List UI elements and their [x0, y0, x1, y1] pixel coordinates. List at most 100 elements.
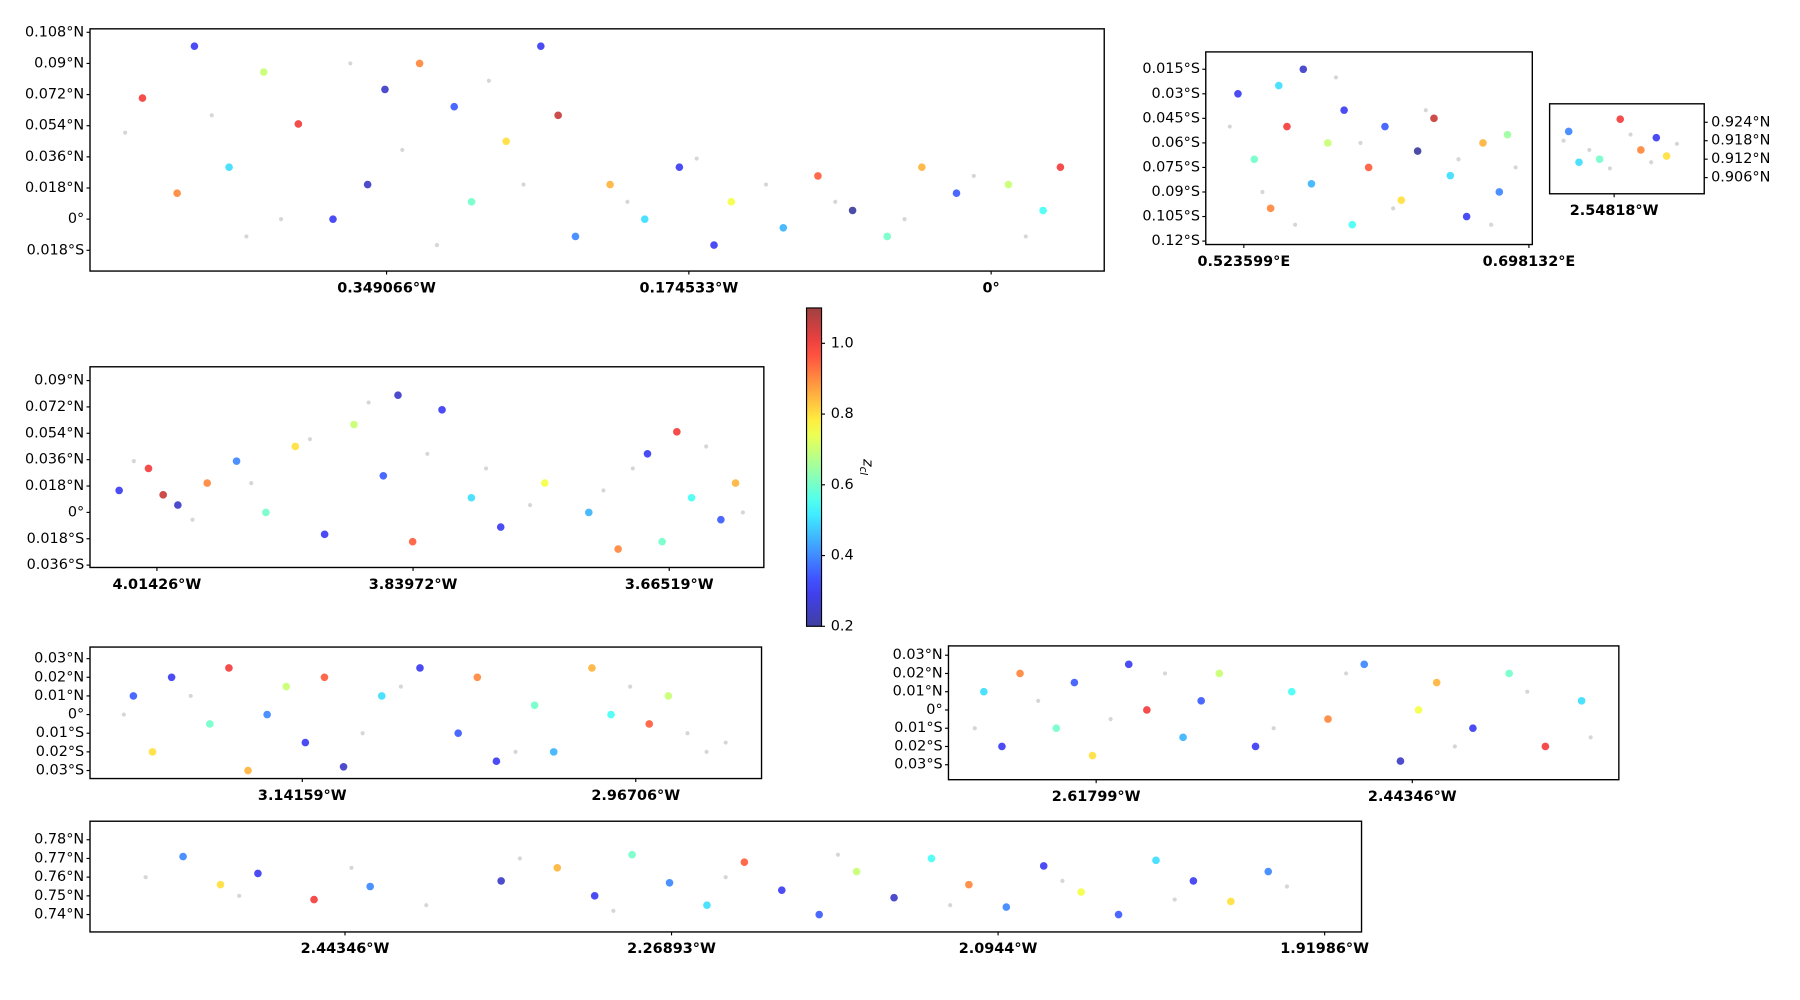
background-point	[425, 451, 430, 456]
galaxy-point	[614, 545, 622, 553]
galaxy-point	[852, 867, 861, 876]
galaxy-point	[918, 163, 926, 172]
y-tick-label: 0°	[68, 504, 84, 520]
galaxy-point	[1575, 158, 1583, 167]
galaxy-point	[394, 391, 402, 400]
galaxy-point	[590, 892, 599, 900]
y-tick-label: 0.108°N	[25, 24, 84, 40]
colorbar-label-sub: cl	[857, 467, 869, 476]
x-tick-label: 3.66519°W	[625, 577, 714, 593]
galaxy-point	[658, 537, 666, 546]
panel: 2.54818°W 0.924°N 0.918°N 0.912°N 0.906°N	[1548, 103, 1770, 219]
galaxy-point	[1056, 163, 1065, 172]
galaxy-point	[643, 449, 652, 458]
x-tick-label: 0°	[983, 280, 1000, 296]
background-point	[740, 510, 745, 515]
y-tick-label: 0.072°N	[25, 399, 84, 415]
y-tick-label: 0.12°S	[1152, 233, 1200, 249]
galaxy-point	[1324, 715, 1332, 723]
galaxy-point	[1039, 862, 1048, 870]
background-point	[723, 740, 728, 745]
y-tick-label: 0.03°N	[34, 651, 84, 667]
galaxy-point	[1266, 204, 1275, 213]
galaxy-point	[129, 692, 138, 700]
galaxy-point	[496, 523, 505, 531]
galaxy-point	[1251, 742, 1260, 751]
galaxy-point	[1430, 114, 1438, 123]
galaxy-point	[628, 850, 636, 859]
galaxy-point	[1070, 678, 1079, 687]
galaxy-point	[777, 886, 786, 895]
galaxy-point	[645, 720, 654, 728]
galaxy-point	[673, 428, 681, 436]
background-point	[1607, 166, 1612, 171]
background-point	[349, 865, 354, 870]
x-tick-label: 4.01426°W	[113, 577, 202, 593]
galaxy-point	[1039, 206, 1047, 215]
galaxy-point	[1577, 697, 1586, 705]
galaxy-point	[350, 420, 358, 429]
background-point	[971, 173, 976, 178]
background-point	[685, 731, 690, 736]
y-tick-label: 0.01°S	[894, 720, 942, 736]
galaxy-point	[530, 701, 539, 710]
galaxy-point	[1179, 733, 1187, 742]
galaxy-point	[571, 232, 580, 241]
axes-frame	[1205, 51, 1533, 246]
galaxy-point	[310, 895, 318, 904]
y-tick-label: 0.02°N	[34, 669, 84, 685]
background-point	[1561, 138, 1566, 143]
galaxy-point	[282, 682, 291, 691]
galaxy-point	[1462, 212, 1471, 221]
galaxy-point	[320, 530, 329, 539]
galaxy-point	[927, 854, 936, 863]
axes-frame	[89, 366, 765, 569]
y-tick-label: 0.906°N	[1711, 170, 1770, 186]
y-tick-label: 0.01°N	[893, 684, 943, 700]
y-tick-label: 0.072°N	[25, 87, 84, 103]
galaxy-point	[1016, 669, 1024, 678]
galaxy-point	[339, 762, 348, 771]
background-point	[763, 182, 769, 187]
galaxy-point	[1503, 130, 1512, 139]
x-tick-label: 0.174533°W	[639, 280, 738, 296]
galaxy-point	[173, 189, 181, 198]
galaxy-point	[553, 863, 562, 872]
galaxy-point	[779, 223, 788, 232]
galaxy-point	[467, 493, 476, 502]
background-point	[1060, 878, 1065, 883]
galaxy-point	[740, 858, 749, 866]
background-point	[521, 182, 526, 187]
galaxy-point	[1616, 115, 1625, 123]
background-point	[723, 875, 728, 880]
x-tick-label: 2.96706°W	[591, 788, 680, 804]
colorbar-tick-label: 1.0	[831, 335, 854, 351]
galaxy-point	[1495, 188, 1504, 196]
galaxy-point	[1197, 697, 1206, 705]
galaxy-point	[1227, 897, 1235, 906]
galaxy-point	[1662, 152, 1671, 160]
axes-frame	[1548, 103, 1705, 195]
background-point	[188, 693, 193, 698]
galaxy-point	[1143, 706, 1151, 714]
background-point	[1036, 698, 1041, 703]
galaxy-point	[1274, 81, 1283, 90]
background-point	[307, 437, 313, 442]
background-point	[121, 712, 126, 717]
galaxy-point	[1189, 877, 1198, 885]
galaxy-point	[254, 869, 262, 878]
x-tick-label: 1.91986°W	[1280, 941, 1369, 957]
galaxy-point	[492, 757, 501, 766]
galaxy-point	[159, 491, 167, 499]
background-point	[1023, 234, 1028, 239]
background-point	[143, 875, 148, 880]
background-point	[1456, 157, 1461, 162]
galaxy-point	[1114, 910, 1123, 919]
background-point	[1588, 735, 1593, 740]
y-tick-label: 0.03°N	[893, 647, 943, 663]
panel: 0.349066°W 0.174533°W 0° 0.108°N 0.09°N 0.072…	[25, 24, 1105, 296]
galaxy-point	[262, 508, 270, 517]
galaxy-point	[980, 687, 988, 696]
background-point	[244, 234, 249, 239]
